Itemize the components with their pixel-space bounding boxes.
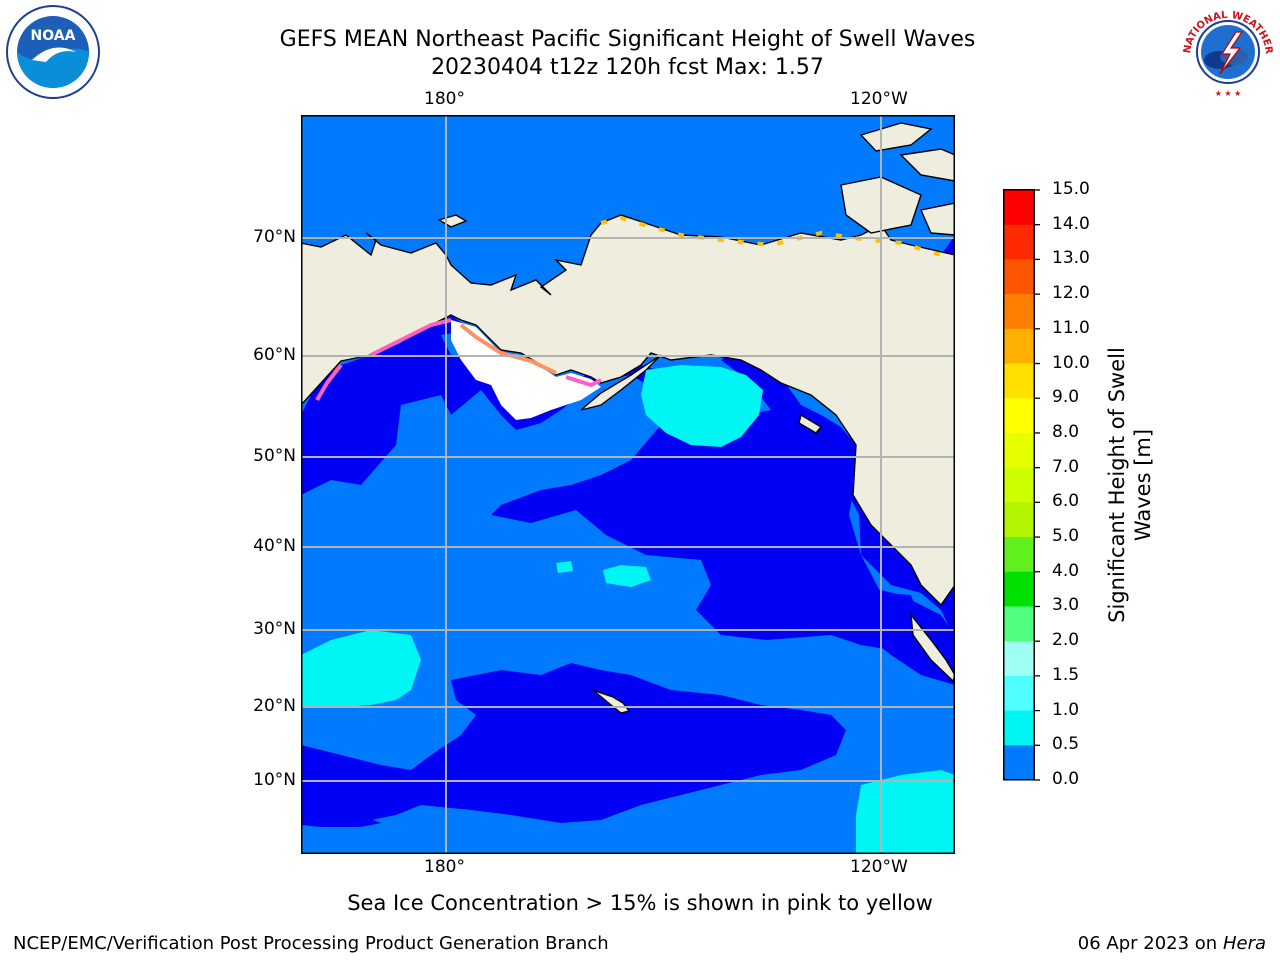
ocean-swell-cyan-patch	[603, 565, 651, 587]
lon-label-top-180: 180°	[424, 89, 465, 109]
land-vancouver-island	[798, 413, 823, 434]
colorbar-segment	[1004, 537, 1034, 573]
colorbar-segment	[1004, 259, 1034, 295]
colorbar-tick-label: 0.5	[1052, 734, 1080, 755]
colorbar-tick-label: 5.0	[1052, 526, 1080, 547]
colorbar-tick-label: 1.5	[1052, 664, 1080, 685]
colorbar-segment	[1004, 571, 1034, 607]
colorbar-title-line1: Significant Height of Swell	[1105, 347, 1129, 623]
noaa-logo-text: NOAA	[31, 28, 76, 44]
colorbar-tick-label: 4.0	[1052, 560, 1080, 581]
nws-logo-icon: NATIONAL WEATHER SERVICE ★ ★ ★	[1176, 2, 1275, 99]
land-canadian-archipelago-1	[859, 122, 933, 152]
colorbar-segment	[1004, 745, 1034, 781]
footer-date-machine: Hera	[1222, 933, 1266, 954]
colorbar-frame	[1003, 189, 1035, 781]
lon-label-bottom-120w: 120°W	[850, 857, 908, 877]
chart-subtitle: 20230404 t12z 120h fcst Max: 1.57	[431, 55, 824, 80]
colorbar-segment	[1004, 328, 1034, 365]
footer-date-prefix: 06 Apr 2023 on	[1077, 933, 1218, 954]
sea-ice-west-bering	[315, 363, 343, 402]
colorbar-segment	[1004, 224, 1034, 260]
footer-credit: NCEP/EMC/Verification Post Processing Pr…	[13, 933, 609, 954]
lat-label-30n: 30°N	[253, 619, 296, 639]
colorbar	[1003, 189, 1040, 781]
ocean-swell-cyan-patch2	[556, 561, 573, 573]
colorbar-tick-label: 10.0	[1052, 352, 1090, 373]
chart-title: GEFS MEAN Northeast Pacific Significant …	[279, 27, 976, 52]
colorbar-tick-label: 0.0	[1052, 769, 1080, 789]
colorbar-segment	[1004, 675, 1034, 712]
colorbar-title: Significant Height of Swell Waves [m]	[1104, 305, 1156, 665]
lat-label-10n: 10°N	[253, 770, 296, 790]
colorbar-segment	[1004, 710, 1034, 746]
ocean-low-swell-southwest	[301, 795, 381, 827]
colorbar-tick-label: 1.0	[1052, 699, 1080, 720]
sea-ice-bering-shelf	[370, 318, 452, 357]
colorbar-segment	[1004, 398, 1034, 434]
lat-label-50n: 50°N	[253, 446, 296, 466]
colorbar-segment	[1004, 363, 1034, 399]
colorbar-tick-label: 9.0	[1052, 387, 1080, 408]
colorbar-segment	[1004, 502, 1034, 538]
colorbar-tick-label: 14.0	[1052, 213, 1090, 234]
lat-label-70n: 70°N	[253, 227, 296, 247]
colorbar-tick-label: 8.0	[1052, 421, 1080, 442]
colorbar-tick-label: 12.0	[1052, 283, 1090, 304]
colorbar-tick-label: 3.0	[1052, 595, 1080, 616]
lon-label-bottom-180: 180°	[424, 857, 465, 877]
colorbar-tick-label: 2.0	[1052, 630, 1080, 651]
sea-ice-bering-south	[459, 323, 557, 375]
colorbar-segment	[1004, 641, 1034, 677]
land-canadian-archipelago-4	[920, 202, 955, 236]
noaa-logo-icon: NOAA	[6, 5, 100, 99]
colorbar-segment	[1004, 190, 1034, 226]
footer-date: 06 Apr 2023 on Hera	[1078, 933, 1266, 954]
ocean-swell-cyan-gulf	[641, 365, 763, 447]
colorbar-tick-label: 11.0	[1052, 317, 1090, 338]
colorbar-tick-label: 7.0	[1052, 456, 1080, 477]
map-frame	[301, 115, 955, 854]
colorbar-title-line2: Waves [m]	[1131, 428, 1155, 542]
colorbar-segment	[1004, 467, 1034, 503]
lat-label-60n: 60°N	[253, 345, 296, 365]
lat-label-20n: 20°N	[253, 696, 296, 716]
sea-ice-caption: Sea Ice Concentration > 15% is shown in …	[347, 891, 933, 915]
lat-label-40n: 40°N	[253, 536, 296, 556]
colorbar-segment	[1004, 294, 1034, 330]
sea-ice-kodiak	[565, 375, 602, 388]
ocean-swell-cyan-west	[301, 630, 421, 707]
ocean-low-swell-north	[301, 315, 681, 495]
colorbar-tick-label: 15.0	[1052, 179, 1090, 199]
colorbar-segment	[1004, 606, 1034, 642]
nws-stars: ★ ★ ★	[1215, 89, 1242, 98]
ocean-low-swell-south	[301, 663, 846, 823]
lon-label-top-120w: 120°W	[850, 89, 908, 109]
land-canadian-archipelago-3	[899, 148, 955, 182]
land-alaska-peninsula	[580, 354, 662, 411]
colorbar-tick-label: 6.0	[1052, 491, 1080, 512]
ocean-swell-cyan-southeast	[856, 770, 955, 854]
map-panel	[301, 115, 955, 854]
colorbar-tick-label: 13.0	[1052, 248, 1090, 269]
colorbar-segment	[1004, 432, 1034, 469]
